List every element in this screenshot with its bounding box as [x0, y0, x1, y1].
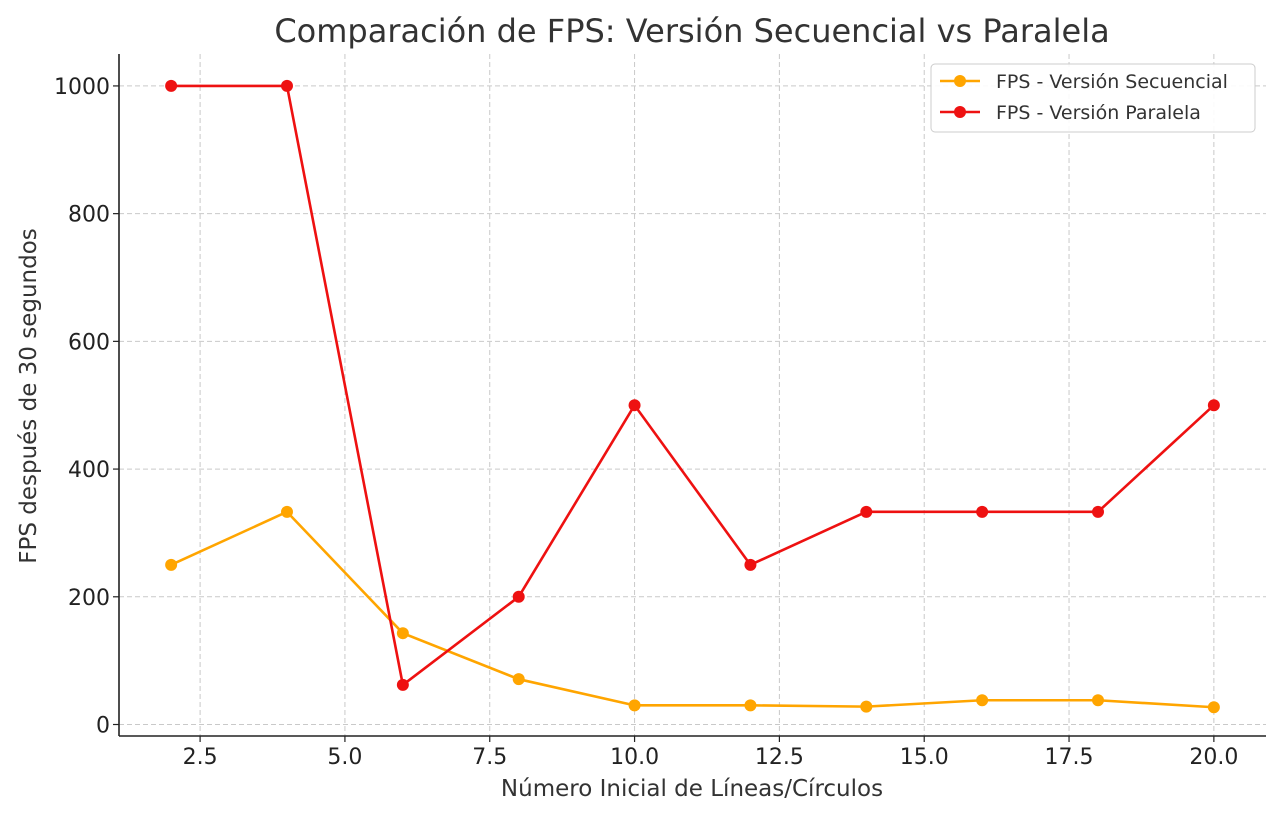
data-point-parallel [396, 678, 409, 691]
legend-frame [930, 63, 1256, 133]
x-tick-label: 5.0 [327, 745, 362, 770]
data-point-sequential [628, 699, 641, 712]
legend-marker-parallel [954, 106, 966, 118]
data-point-parallel [512, 590, 525, 603]
x-tick-label: 20.0 [1189, 745, 1238, 770]
x-tick-label: 15.0 [900, 745, 949, 770]
data-point-parallel [976, 505, 989, 518]
x-tick-label: 10.0 [610, 745, 659, 770]
y-tick-label: 1000 [54, 75, 110, 100]
series-line-parallel [171, 84, 1215, 687]
data-point-sequential [744, 699, 757, 712]
y-tick-label: 400 [68, 458, 110, 483]
data-point-sequential [1092, 694, 1105, 707]
data-point-parallel [165, 79, 178, 92]
data-point-sequential [1207, 701, 1220, 714]
ticks-layer: 2.5 5.0 7.5 10.0 12.5 15.0 17.5 20.0 0 200 400 600 8… [54, 75, 1238, 770]
x-tick-label: 12.5 [755, 745, 804, 770]
x-axis-label: Número Inicial de Líneas/Círculos [501, 776, 883, 802]
legend-label-sequential: FPS - Versión Secuencial [996, 71, 1228, 93]
x-tick-label: 2.5 [183, 745, 218, 770]
data-point-sequential [976, 694, 989, 707]
data-point-sequential [396, 627, 409, 640]
data-point-parallel [628, 399, 641, 412]
x-tick-label: 7.5 [472, 745, 507, 770]
axes-layer [118, 54, 1266, 737]
data-point-parallel [860, 505, 873, 518]
y-tick-label: 800 [68, 203, 110, 228]
data-point-sequential [165, 558, 178, 571]
data-point-parallel [744, 558, 757, 571]
data-point-parallel [1092, 505, 1105, 518]
y-tick-label: 200 [68, 586, 110, 611]
y-axis-label: FPS después de 30 segundos [16, 228, 42, 564]
grid-layer [119, 54, 1266, 736]
data-point-sequential [860, 700, 873, 713]
y-tick-label: 0 [96, 714, 110, 739]
data-point-sequential [280, 505, 293, 518]
y-tick-label: 600 [68, 330, 110, 355]
legend-marker-sequential [954, 75, 966, 87]
chart-title: Comparación de FPS: Versión Secuencial v… [274, 12, 1109, 50]
series-layer [165, 79, 1220, 714]
legend-label-parallel: FPS - Versión Paralela [996, 102, 1201, 124]
x-tick-label: 17.5 [1045, 745, 1094, 770]
data-point-parallel [280, 79, 293, 92]
data-point-parallel [1207, 399, 1220, 412]
data-point-sequential [512, 673, 525, 686]
series-line-sequential [170, 510, 1214, 709]
legend: FPS - Versión Secuencial FPS - Versión P… [930, 63, 1256, 133]
